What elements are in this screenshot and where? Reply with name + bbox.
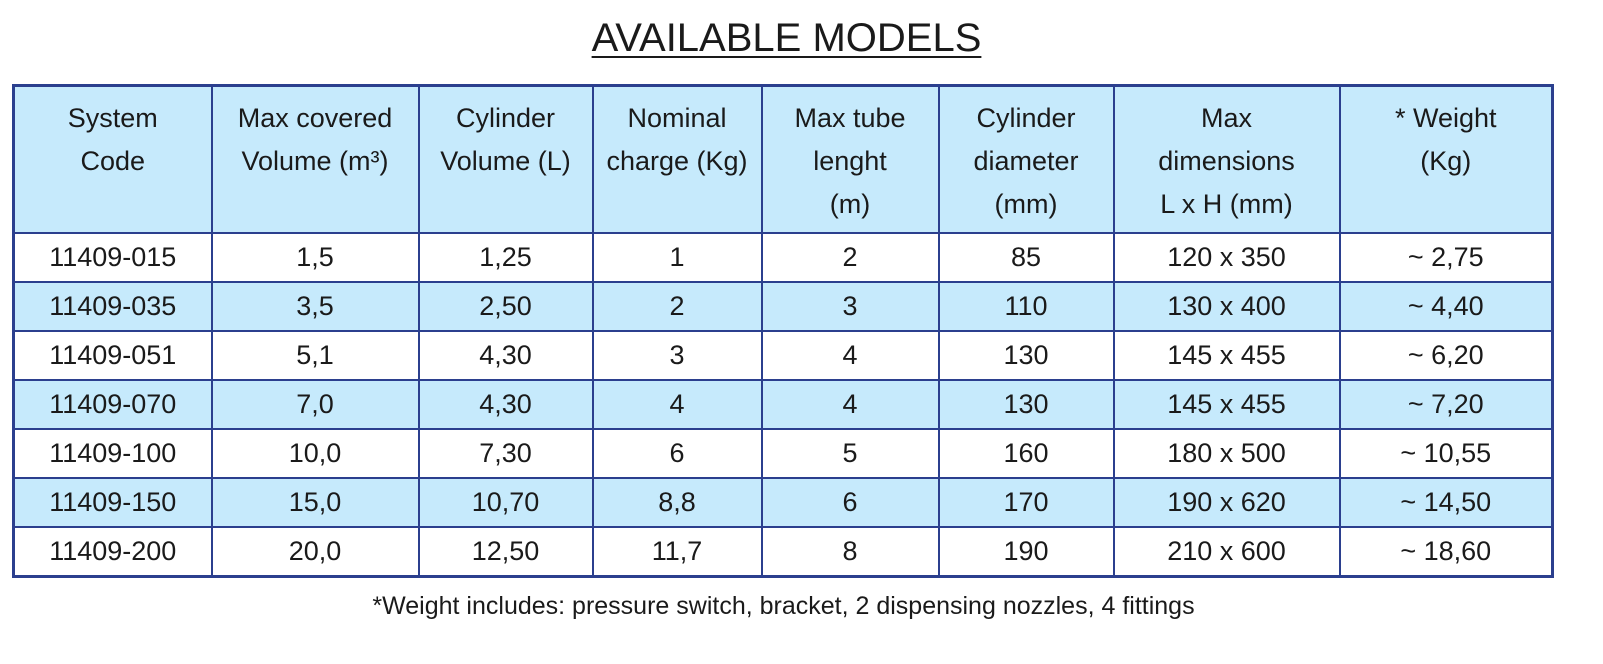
table-row: 11409-051 5,1 4,30 3 4 130 145 x 455 ~ 6,20 [12,330,1554,381]
header-line: Volume (L) [440,146,571,176]
header-line: Nominal [627,103,727,133]
table-cell: ~ 4,40 [1338,281,1554,332]
table-cell: 130 [937,379,1115,430]
table-cell: 180 x 500 [1112,428,1341,479]
table-cell: 110 [937,281,1115,332]
header-line: dimensions [1158,146,1295,176]
table-cell: 210 x 600 [1112,526,1341,578]
header-cell: Max dimensions L x H (mm) [1112,84,1341,234]
table-cell: 2 [591,281,763,332]
header-line: Cylinder [976,103,1076,133]
table-cell: 7,0 [210,379,420,430]
table-row: 11409-035 3,5 2,50 2 3 110 130 x 400 ~ 4,40 [12,281,1554,332]
table-cell: 11409-035 [12,281,213,332]
header-cell: Max tube lenght (m) [760,84,940,234]
header-line: L x H (mm) [1160,189,1293,219]
table-cell: 11409-051 [12,330,213,381]
header-line: Max covered [237,103,393,133]
table-cell: 6 [591,428,763,479]
table-cell: 10,70 [417,477,594,528]
table-cell: 170 [937,477,1115,528]
table-cell: ~ 6,20 [1338,330,1554,381]
table-cell: ~ 2,75 [1338,232,1554,283]
table-cell: 3 [591,330,763,381]
table-cell: 11409-150 [12,477,213,528]
table-cell: 4 [760,330,940,381]
table-cell: ~ 10,55 [1338,428,1554,479]
table-cell: 85 [937,232,1115,283]
table-cell: 7,30 [417,428,594,479]
table-cell: 2,50 [417,281,594,332]
header-cell: Max covered Volume (m³) [210,84,420,234]
table-cell: 5,1 [210,330,420,381]
table-row: 11409-150 15,0 10,70 8,8 6 170 190 x 620 ~ 14,5… [12,477,1554,528]
header-line: (m) [829,189,871,219]
header-line: Volume (m³) [241,146,389,176]
table-cell: ~ 14,50 [1338,477,1554,528]
header-line: (Kg) [1420,146,1472,176]
title: AVAILABLE MODELS [591,16,982,60]
table-cell: 1 [591,232,763,283]
table-cell: 10,0 [210,428,420,479]
table-cell: 190 x 620 [1112,477,1341,528]
header-row: System Code Max covered Volume (m³) Cylinder… [12,84,1554,234]
table-cell: 12,50 [417,526,594,578]
table-row: 11409-015 1,5 1,25 1 2 85 120 x 350 ~ 2,75 [12,232,1554,283]
table-cell: 3,5 [210,281,420,332]
header-cell: Nominal charge (Kg) [591,84,763,234]
header-line: (mm) [994,189,1058,219]
header-line: lenght [813,146,887,176]
table-cell: 20,0 [210,526,420,578]
header-line: diameter [973,146,1079,176]
table-cell: 1,5 [210,232,420,283]
footnote: *Weight includes: pressure switch, brack… [372,592,1195,620]
table-cell: 6 [760,477,940,528]
table-cell: 2 [760,232,940,283]
header-line: Cylinder [455,103,556,133]
table-cell: 3 [760,281,940,332]
table-row: 11409-070 7,0 4,30 4 4 130 145 x 455 ~ 7,20 [12,379,1554,430]
header-cell: System Code [12,84,213,234]
table-cell: 4 [591,379,763,430]
header-cell: Cylinder diameter (mm) [937,84,1115,234]
header-line: Max [1200,103,1252,133]
table-row: 11409-100 10,0 7,30 6 5 160 180 x 500 ~ 10,55 [12,428,1554,479]
header-cell: * Weight (Kg) [1338,84,1554,234]
table-row: 11409-200 20,0 12,50 11,7 8 190 210 x 600 ~ 18,… [12,526,1554,578]
table-cell: 5 [760,428,940,479]
table-cell: 130 [937,330,1115,381]
header-line: * Weight [1394,103,1497,133]
table-cell: ~ 7,20 [1338,379,1554,430]
table-body: 11409-015 1,5 1,25 1 2 85 120 x 350 ~ 2,75 11409… [12,232,1554,578]
table-cell: 11,7 [591,526,763,578]
table-cell: 11409-070 [12,379,213,430]
table-cell: 4,30 [417,379,594,430]
table-cell: 120 x 350 [1112,232,1341,283]
table-cell: 15,0 [210,477,420,528]
models-table: System Code Max covered Volume (m³) Cylinder… [12,84,1554,578]
table-cell: 8 [760,526,940,578]
table-cell: 8,8 [591,477,763,528]
header-line: System [67,103,158,133]
table-cell: 4 [760,379,940,430]
header-line: Max tube [794,103,906,133]
table-cell: 145 x 455 [1112,330,1341,381]
table-cell: 190 [937,526,1115,578]
header-cell: Cylinder Volume (L) [417,84,594,234]
table-cell: ~ 18,60 [1338,526,1554,578]
table-cell: 145 x 455 [1112,379,1341,430]
table-cell: 1,25 [417,232,594,283]
table-cell: 4,30 [417,330,594,381]
table-cell: 11409-100 [12,428,213,479]
header-line: Code [80,146,146,176]
table-cell: 11409-200 [12,526,213,578]
table-cell: 160 [937,428,1115,479]
table-cell: 130 x 400 [1112,281,1341,332]
table-cell: 11409-015 [12,232,213,283]
header-line: charge (Kg) [606,146,748,176]
